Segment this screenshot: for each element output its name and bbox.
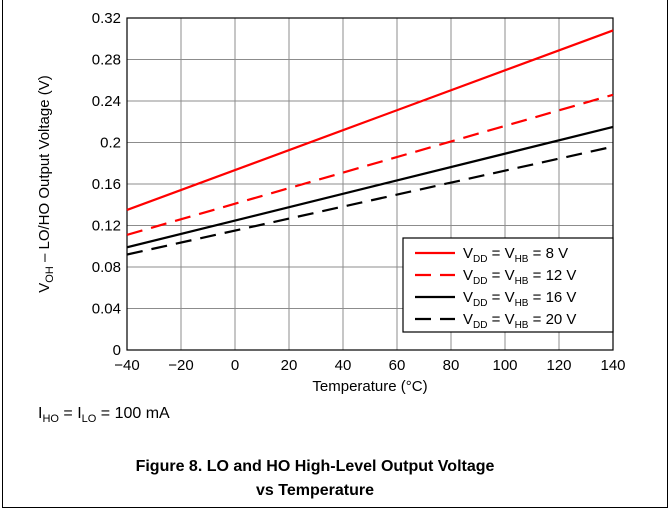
y-tick-label: 0 (113, 342, 121, 359)
series-line-4 (126, 145, 614, 256)
legend-label: VDD = VHB = 16 V (463, 289, 576, 309)
legend-label: VDD = VHB = 20 V (463, 311, 576, 331)
test-condition: IHO = ILO = 100 mA (38, 405, 170, 426)
y-tick-label: 0.16 (92, 176, 121, 193)
y-tick-label: 0.24 (92, 93, 121, 110)
y-tick-label: 0.2 (100, 135, 121, 152)
x-tick-label: 140 (600, 357, 625, 374)
y-axis-label: VOH – LO/HO Output Voltage (V) (36, 75, 56, 292)
x-tick-label: 0 (231, 357, 239, 374)
legend-box (402, 237, 614, 333)
y-tick-label: 0.32 (92, 10, 121, 27)
x-axis-label: Temperature (°C) (312, 378, 427, 395)
figure-caption-line-1: Figure 8. LO and HO High-Level Output Vo… (135, 458, 495, 475)
series-line-1 (126, 29, 614, 211)
x-tick-label: 20 (281, 357, 298, 374)
x-tick-label: −40 (114, 357, 139, 374)
x-tick-label: 40 (335, 357, 352, 374)
y-tick-label: 0.04 (92, 301, 121, 318)
series-line-3 (126, 125, 614, 249)
line-chart: −40 −20 0 20 40 60 80 100 120 140 0 0.04 0.08 0.12 0.1… (36, 10, 626, 395)
x-tick-label: 80 (443, 357, 460, 374)
series-line-2 (126, 93, 614, 236)
plot-area-border (126, 17, 614, 351)
y-tick-label: 0.28 (92, 52, 121, 69)
x-tick-label: −20 (168, 357, 193, 374)
x-tick-label: 100 (492, 357, 517, 374)
legend-label: VDD = VHB = 12 V (463, 267, 576, 287)
y-tick-label: 0.08 (92, 259, 121, 276)
figure-caption-line-2: vs Temperature (256, 482, 374, 499)
x-tick-label: 60 (389, 357, 406, 374)
y-tick-label: 0.12 (92, 218, 121, 235)
x-tick-label: 120 (546, 357, 571, 374)
legend-label: VDD = VHB = 8 V (463, 245, 568, 265)
